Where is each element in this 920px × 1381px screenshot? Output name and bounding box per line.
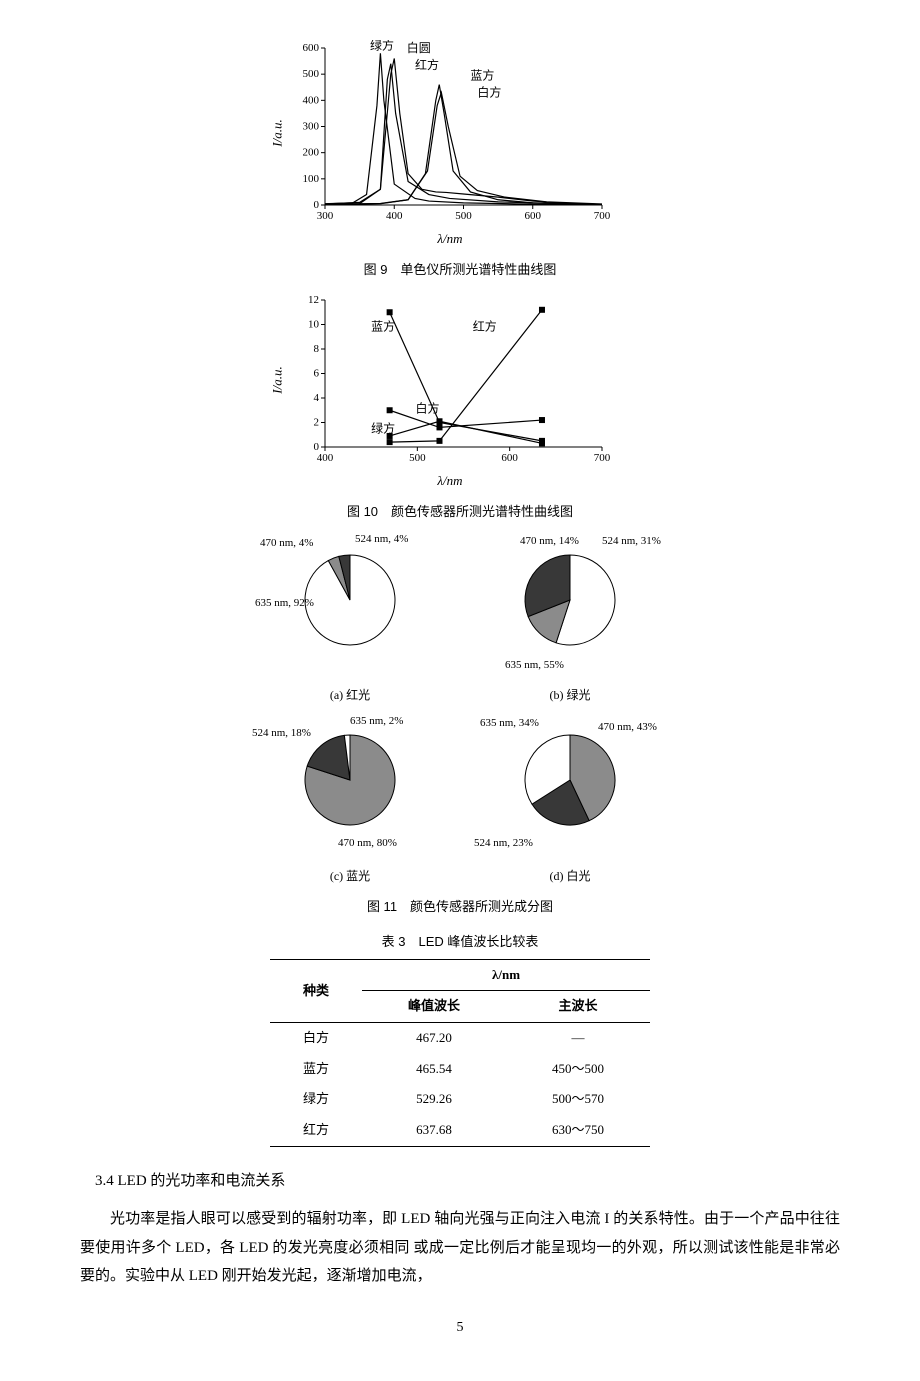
svg-text:200: 200: [303, 147, 320, 159]
pie-slice-label: 470 nm, 43%: [598, 717, 657, 738]
table-row: 红方637.68630～750: [270, 1115, 650, 1146]
pie-slice-label: 524 nm, 31%: [602, 531, 661, 552]
svg-text:300: 300: [303, 121, 320, 133]
table3: 种类λ/nm 峰值波长主波长 白方467.20—蓝方465.54450～500绿…: [270, 959, 650, 1147]
section-heading: 3.4 LED 的光功率和电流关系: [80, 1167, 840, 1196]
svg-text:0: 0: [314, 441, 320, 453]
svg-text:500: 500: [455, 210, 472, 222]
pie-slice-label: 524 nm, 4%: [355, 529, 408, 550]
table-row: 绿方529.26500～570: [270, 1084, 650, 1115]
table-row: 蓝方465.54450～500: [270, 1054, 650, 1085]
pie-slice-label: 524 nm, 18%: [252, 723, 311, 744]
page-number: 5: [80, 1315, 840, 1342]
svg-text:白圆: 白圆: [407, 40, 431, 55]
pie-green-sub: (b) 绿光: [480, 684, 660, 707]
section-para: 光功率是指人眼可以感受到的辐射功率，即 LED 轴向光强与正向注入电流 I 的关…: [80, 1205, 840, 1291]
svg-text:700: 700: [594, 452, 610, 464]
svg-text:绿方: 绿方: [370, 40, 394, 52]
svg-text:600: 600: [303, 42, 320, 54]
svg-text:600: 600: [525, 210, 542, 222]
svg-text:400: 400: [303, 94, 320, 106]
pie-slice-label: 470 nm, 4%: [260, 533, 313, 554]
svg-text:500: 500: [303, 68, 320, 80]
pie-slice-label: 470 nm, 80%: [338, 833, 397, 854]
fig10-caption: 图 10 颜色传感器所测光谱特性曲线图: [240, 500, 680, 525]
fig10-sensor-chart: I/a.u. 400500600700024681012蓝方红方白方绿方: [290, 292, 610, 467]
svg-text:400: 400: [317, 452, 334, 464]
pie-blue: 470 nm, 80%524 nm, 18%635 nm, 2%: [260, 715, 440, 861]
th-peak: 峰值波长: [362, 991, 506, 1023]
pie-green: 635 nm, 55%470 nm, 14%524 nm, 31%: [480, 535, 660, 681]
pie-slice-label: 635 nm, 2%: [350, 711, 403, 732]
fig11-row1: 635 nm, 92%470 nm, 4%524 nm, 4% (a) 红光 63…: [240, 535, 680, 707]
fig11-row2: 470 nm, 80%524 nm, 18%635 nm, 2% (c) 蓝光 4…: [240, 715, 680, 887]
table3-caption: 表 3 LED 峰值波长比较表: [240, 930, 680, 955]
svg-text:白方: 白方: [477, 84, 501, 99]
pie-slice-label: 635 nm, 55%: [505, 655, 564, 676]
svg-text:10: 10: [308, 319, 320, 331]
pie-blue-sub: (c) 蓝光: [260, 865, 440, 888]
svg-text:6: 6: [314, 368, 320, 380]
th-lambda: λ/nm: [362, 959, 650, 991]
svg-text:白方: 白方: [415, 401, 439, 416]
svg-text:300: 300: [317, 210, 334, 222]
fig11-caption: 图 11 颜色传感器所测光成分图: [240, 895, 680, 920]
th-main: 主波长: [506, 991, 650, 1023]
svg-text:8: 8: [314, 343, 320, 355]
svg-text:2: 2: [314, 417, 320, 429]
svg-text:100: 100: [303, 173, 320, 185]
svg-text:红方: 红方: [415, 57, 439, 72]
svg-text:绿方: 绿方: [371, 421, 395, 436]
fig9-ylabel: I/a.u.: [265, 119, 290, 146]
pie-slice-label: 524 nm, 23%: [474, 833, 533, 854]
pie-slice-label: 635 nm, 34%: [480, 713, 539, 734]
th-kind: 种类: [270, 959, 362, 1022]
svg-text:蓝方: 蓝方: [470, 67, 494, 82]
fig10-ylabel: I/a.u.: [265, 366, 290, 393]
pie-red-sub: (a) 红光: [260, 684, 440, 707]
pie-slice-label: 470 nm, 14%: [520, 531, 579, 552]
svg-text:蓝方: 蓝方: [371, 319, 395, 334]
pie-red: 635 nm, 92%470 nm, 4%524 nm, 4%: [260, 535, 440, 681]
svg-text:0: 0: [314, 199, 320, 211]
svg-text:700: 700: [594, 210, 610, 222]
svg-text:红方: 红方: [473, 319, 497, 334]
svg-text:600: 600: [501, 452, 518, 464]
fig9-caption: 图 9 单色仪所测光谱特性曲线图: [240, 258, 680, 283]
pie-white-sub: (d) 白光: [480, 865, 660, 888]
fig9-spectrum-chart: I/a.u. 300400500600700010020030040050060…: [290, 40, 610, 225]
table-row: 白方467.20—: [270, 1023, 650, 1054]
fig9-xlabel: λ/nm: [290, 227, 610, 252]
svg-text:4: 4: [314, 392, 320, 404]
svg-text:500: 500: [409, 452, 426, 464]
svg-text:400: 400: [386, 210, 403, 222]
svg-text:12: 12: [308, 294, 319, 306]
pie-slice-label: 635 nm, 92%: [255, 593, 314, 614]
pie-white: 470 nm, 43%524 nm, 23%635 nm, 34%: [480, 715, 660, 861]
fig10-xlabel: λ/nm: [290, 469, 610, 494]
